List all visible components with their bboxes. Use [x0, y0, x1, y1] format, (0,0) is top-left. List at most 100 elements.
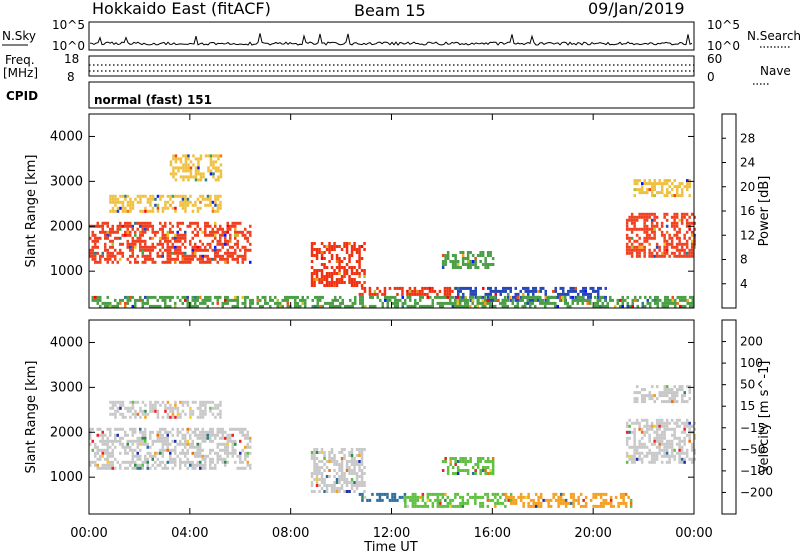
velocity-cell — [149, 400, 152, 404]
power-cell — [330, 275, 334, 278]
velocity-cell — [449, 460, 452, 463]
power-cell — [479, 301, 482, 305]
power-cell — [119, 221, 122, 225]
velocity-cell — [663, 430, 666, 434]
power-cell — [494, 304, 497, 308]
power-cell — [111, 230, 114, 234]
velocity-cell — [199, 454, 202, 458]
power-cell — [544, 292, 547, 296]
power-cell — [224, 298, 227, 302]
power-cell — [355, 269, 359, 272]
power-cell — [526, 301, 529, 305]
velocity-cell — [688, 457, 691, 461]
x-axis-ticks: 00:00 04:00 08:00 12:00 16:00 20:00 00:00 — [70, 114, 713, 541]
power-cell — [149, 295, 152, 299]
velocity-cell — [136, 412, 140, 416]
power-cell — [189, 172, 193, 176]
power-cell — [469, 286, 472, 290]
velocity-cell — [648, 436, 651, 440]
velocity-cell — [648, 427, 651, 431]
velocity-cell — [136, 436, 139, 440]
velocity-cell — [685, 451, 689, 455]
power-cell — [211, 239, 214, 243]
power-cell — [633, 224, 636, 228]
power-cell — [569, 286, 572, 290]
velocity-cell — [184, 433, 187, 437]
velocity-cell — [325, 484, 329, 487]
power-cell — [464, 301, 467, 305]
power-cell — [353, 281, 356, 284]
velocity-cell — [211, 412, 215, 416]
power-cell — [660, 251, 664, 255]
power-cell — [134, 197, 137, 201]
power-cell — [509, 289, 512, 293]
power-cell — [294, 298, 297, 302]
power-cell — [206, 260, 209, 264]
power-cell — [109, 251, 112, 255]
velocity-cell — [216, 412, 220, 416]
power-cell — [164, 224, 167, 228]
power-cell — [625, 224, 629, 228]
power-cell — [586, 298, 589, 302]
power-cell — [348, 278, 351, 281]
velocity-cell — [119, 400, 122, 404]
power-cell — [219, 203, 222, 207]
power-cell — [136, 254, 139, 258]
power-cell — [96, 251, 99, 255]
power-cell — [246, 248, 249, 252]
power-cell — [187, 169, 190, 173]
power-cell — [187, 178, 190, 182]
velocity-cell — [376, 492, 379, 496]
power-cell — [204, 178, 208, 182]
velocity-cell — [491, 457, 495, 460]
power-cell — [91, 251, 94, 255]
power-cell — [363, 269, 366, 272]
velocity-cell — [671, 394, 674, 398]
velocity-cell — [562, 498, 565, 502]
power-cell — [296, 295, 299, 299]
power-cell — [224, 233, 227, 237]
power-cell — [320, 251, 324, 254]
power-cell — [688, 221, 691, 225]
power-cell — [340, 260, 344, 263]
velocity-cell — [179, 442, 182, 446]
power-cell — [683, 248, 686, 252]
velocity-cell — [663, 385, 666, 389]
power-cell — [665, 248, 669, 252]
velocity-y-tick-label: 1000 — [50, 470, 83, 485]
power-y-tick-label: 4000 — [50, 129, 83, 144]
velocity-cell — [486, 457, 490, 460]
power-cell — [507, 286, 510, 290]
power-cell — [625, 227, 629, 231]
power-cell — [554, 295, 557, 299]
velocity-cell — [638, 439, 641, 443]
power-cell — [353, 278, 356, 281]
power-cell — [96, 295, 99, 299]
power-cell — [509, 298, 512, 302]
velocity-cell — [640, 451, 644, 455]
velocity-cell — [343, 457, 346, 460]
velocity-cell — [665, 439, 669, 443]
velocity-cell — [131, 406, 135, 410]
velocity-cell — [241, 466, 244, 470]
power-cell — [678, 230, 681, 234]
power-cell — [349, 298, 352, 302]
power-cell — [209, 257, 212, 261]
power-cell — [678, 185, 681, 189]
velocity-cell — [241, 460, 244, 464]
power-cell — [219, 239, 222, 243]
velocity-cell — [124, 406, 127, 410]
power-cell — [201, 298, 204, 302]
power-cell — [129, 233, 132, 237]
power-cell — [534, 289, 537, 293]
power-cell — [345, 242, 349, 245]
velocity-cell — [196, 406, 200, 410]
power-cell — [329, 301, 332, 305]
velocity-cell — [186, 403, 190, 407]
power-cell — [154, 245, 157, 249]
power-cell — [156, 254, 159, 258]
velocity-cell — [481, 501, 485, 505]
velocity-cell — [655, 451, 659, 455]
power-cell — [204, 197, 207, 201]
velocity-cell — [355, 460, 359, 463]
